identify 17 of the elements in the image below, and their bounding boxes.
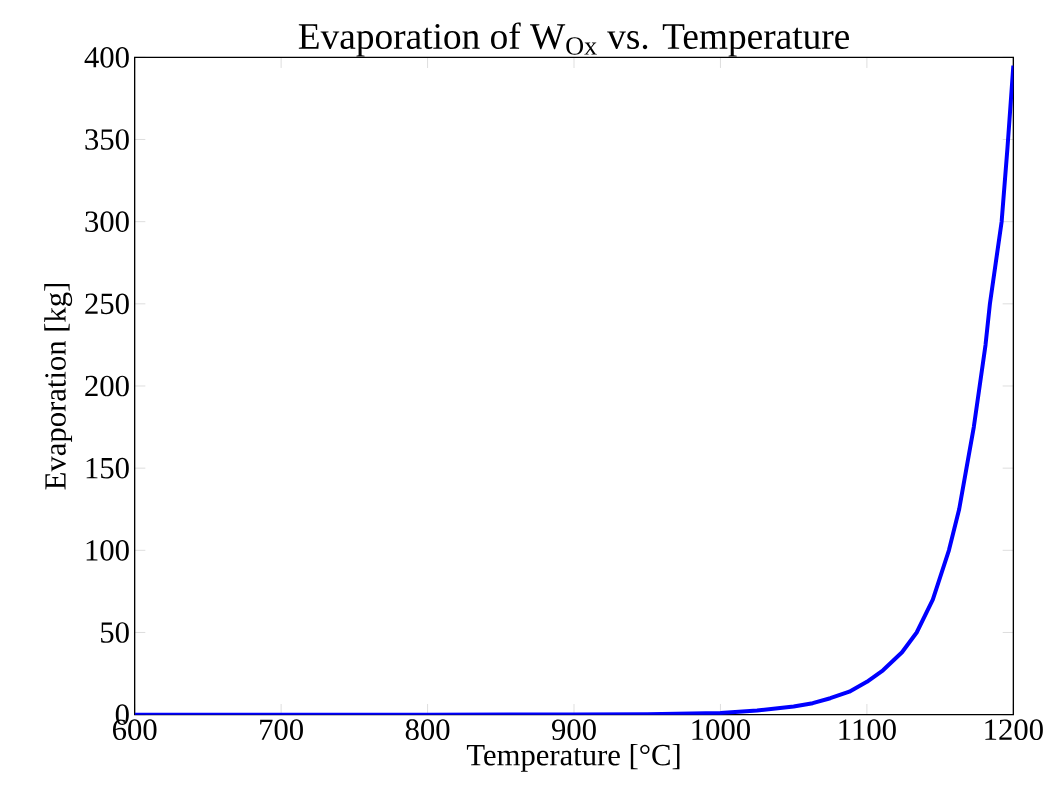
y-tick-label: 150 — [86, 457, 129, 479]
y-tick-label: 200 — [85, 375, 129, 397]
x-tick-label: 700 — [260, 719, 303, 741]
y-tick-label: 350 — [85, 129, 129, 150]
x-tick-label: 1000 — [692, 719, 750, 741]
y-axis-title: Evaporation [kg] — [44, 283, 73, 490]
x-tick-label: 900 — [551, 719, 596, 741]
y-tick-label: 300 — [85, 211, 129, 232]
x-tick-label: 800 — [405, 719, 450, 741]
y-tick-label: 50 — [101, 622, 129, 643]
y-tick-label: 100 — [86, 539, 129, 561]
y-tick-label: 400 — [84, 46, 129, 68]
y-tick-label: 250 — [85, 293, 129, 315]
x-tick-label: 1200 — [985, 719, 1043, 741]
x-axis-title: Temperature [°C] — [466, 743, 680, 772]
chart-title: Evaporation of W$_{Ox}$ vs. Temperature — [298, 22, 849, 57]
x-tick-label: 1100 — [839, 719, 896, 741]
